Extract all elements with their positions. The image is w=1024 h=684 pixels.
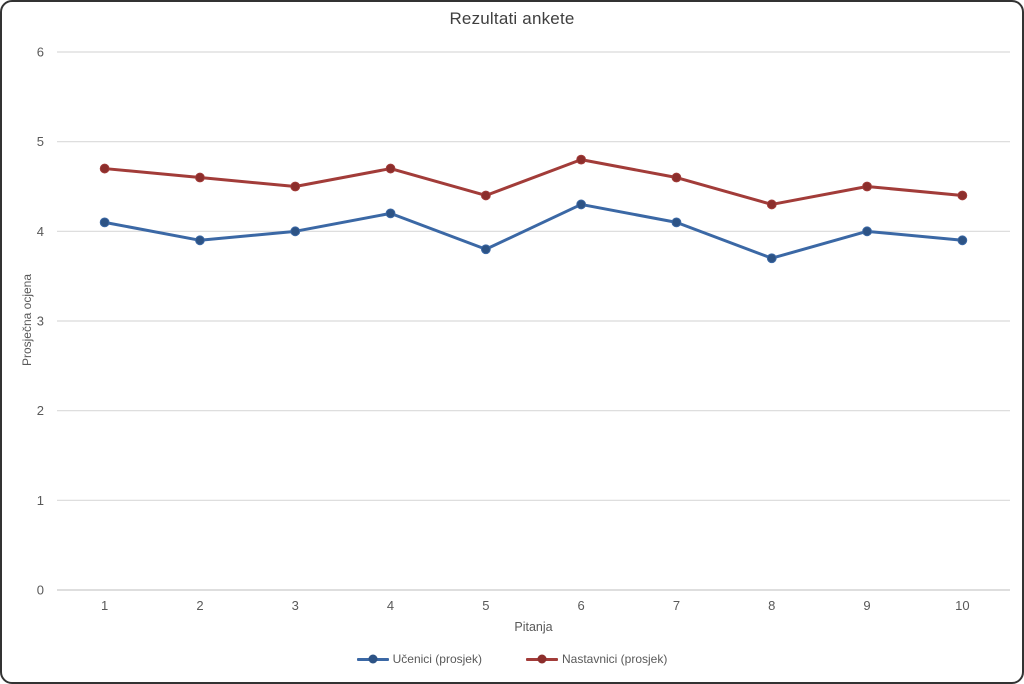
x-tick-label: 3 <box>292 598 299 613</box>
data-point-marker <box>766 253 777 264</box>
legend-item: Učenici (prosjek) <box>356 652 482 666</box>
y-tick-label: 5 <box>37 134 44 149</box>
data-point-marker <box>290 181 301 192</box>
legend-label: Nastavnici (prosjek) <box>561 652 668 666</box>
x-tick-label: 2 <box>196 598 203 613</box>
x-tick-label: 9 <box>863 598 870 613</box>
legend-marker-dot <box>368 654 378 664</box>
y-tick-label: 0 <box>37 583 44 598</box>
y-tick-label: 4 <box>37 224 44 239</box>
x-axis-title: Pitanja <box>514 620 553 634</box>
data-point-marker <box>195 172 205 183</box>
x-tick-label: 1 <box>101 598 108 613</box>
x-tick-label: 5 <box>482 598 489 613</box>
y-tick-label: 2 <box>37 403 44 418</box>
data-point-marker <box>957 190 968 201</box>
y-tick-label: 6 <box>37 45 44 60</box>
legend-label: Učenici (prosjek) <box>392 652 482 666</box>
data-point-marker <box>862 181 872 192</box>
x-tick-label: 8 <box>768 598 775 613</box>
data-point-marker <box>671 172 682 183</box>
chart-legend: Učenici (prosjek) Nastavnici (prosjek) <box>0 652 1024 666</box>
data-point-marker <box>957 235 968 246</box>
legend-item: Nastavnici (prosjek) <box>525 652 668 666</box>
legend-marker-dot <box>537 654 547 664</box>
series-line <box>103 202 964 260</box>
x-tick-label: 6 <box>578 598 585 613</box>
data-point-marker <box>766 199 777 210</box>
y-axis-title: Prosječna ocjena <box>20 273 34 367</box>
data-point-marker <box>99 163 110 174</box>
data-point-marker <box>480 244 491 255</box>
data-point-marker <box>99 217 110 228</box>
data-point-marker <box>385 163 396 174</box>
x-tick-label: 10 <box>955 598 969 613</box>
x-tick-label: 4 <box>387 598 394 613</box>
data-point-marker <box>862 226 872 237</box>
series-line <box>103 158 964 206</box>
data-point-marker <box>290 226 301 237</box>
chart-title: Rezultati ankete <box>449 9 575 28</box>
x-tick-label: 7 <box>673 598 680 613</box>
legend-line-swatch <box>356 654 389 664</box>
data-point-marker <box>195 235 205 246</box>
y-tick-label: 3 <box>37 314 44 329</box>
data-point-marker <box>576 199 587 210</box>
data-point-marker <box>480 190 491 201</box>
legend-line-swatch <box>525 654 558 664</box>
data-point-marker <box>385 208 396 219</box>
data-point-marker <box>671 217 682 228</box>
y-tick-label: 1 <box>37 493 44 508</box>
data-point-marker <box>576 154 587 165</box>
